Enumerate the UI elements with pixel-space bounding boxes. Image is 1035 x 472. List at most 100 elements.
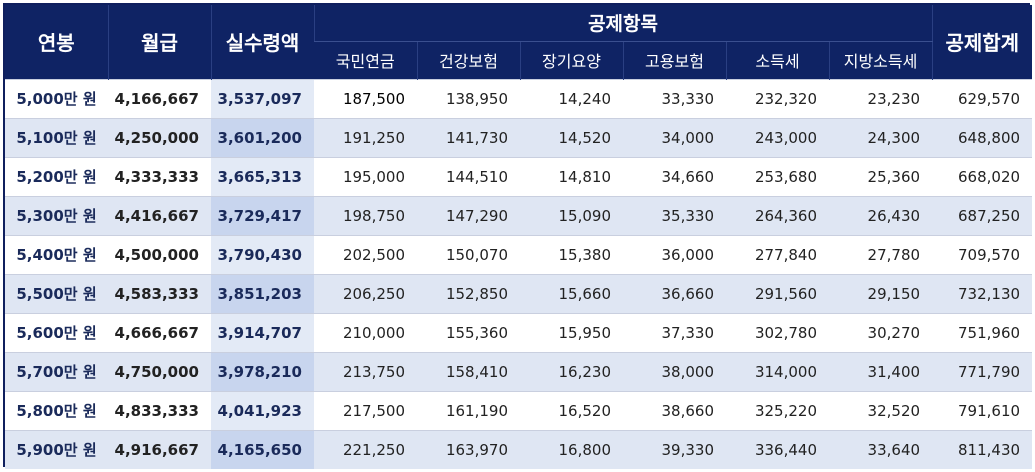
- cell-total: 791,610: [932, 390, 1033, 430]
- cell-local-tax: 24,300: [829, 117, 933, 157]
- cell-employment: 36,660: [623, 273, 726, 313]
- table-row: 5,200만 원 4,333,333 3,665,313 195,000 144,510…: [5, 156, 1033, 196]
- cell-monthly: 4,250,000: [108, 117, 211, 157]
- cell-income-tax: 264,360: [726, 195, 829, 235]
- cell-net: 3,790,430: [211, 234, 314, 274]
- table-body: 5,000만 원 4,166,667 3,537,097 187,500 138,950…: [5, 78, 1033, 469]
- cell-employment: 35,330: [623, 195, 726, 235]
- cell-total: 629,570: [932, 78, 1033, 118]
- cell-income-tax: 302,780: [726, 312, 829, 352]
- cell-employment: 34,000: [623, 117, 726, 157]
- table-header: 연봉 월급 실수령액 공제항목 공제합계 국민연금 건강보험 장기요양 고용보험…: [5, 5, 1033, 79]
- cell-health: 141,730: [417, 117, 520, 157]
- cell-net: 3,601,200: [211, 117, 314, 157]
- table-row: 5,400만 원 4,500,000 3,790,430 202,500 150,070…: [5, 234, 1033, 274]
- cell-monthly: 4,750,000: [108, 351, 211, 391]
- cell-income-tax: 277,840: [726, 234, 829, 274]
- cell-health: 161,190: [417, 390, 520, 430]
- cell-local-tax: 32,520: [829, 390, 933, 430]
- cell-employment: 37,330: [623, 312, 726, 352]
- cell-local-tax: 27,780: [829, 234, 933, 274]
- cell-health: 155,360: [417, 312, 520, 352]
- cell-employment: 39,330: [623, 429, 726, 469]
- cell-health: 152,850: [417, 273, 520, 313]
- cell-longterm-care: 14,240: [520, 78, 623, 118]
- header-pension: 국민연금: [314, 41, 417, 79]
- cell-salary: 5,800만 원: [5, 390, 108, 430]
- cell-local-tax: 23,230: [829, 78, 933, 118]
- cell-longterm-care: 14,810: [520, 156, 623, 196]
- cell-pension: 198,750: [314, 195, 417, 235]
- cell-employment: 34,660: [623, 156, 726, 196]
- cell-monthly: 4,500,000: [108, 234, 211, 274]
- cell-income-tax: 291,560: [726, 273, 829, 313]
- cell-income-tax: 336,440: [726, 429, 829, 469]
- cell-monthly: 4,583,333: [108, 273, 211, 313]
- cell-longterm-care: 15,090: [520, 195, 623, 235]
- cell-longterm-care: 15,950: [520, 312, 623, 352]
- cell-net: 3,914,707: [211, 312, 314, 352]
- table-row: 5,000만 원 4,166,667 3,537,097 187,500 138,950…: [5, 78, 1033, 118]
- header-health: 건강보험: [416, 41, 520, 79]
- cell-monthly: 4,166,667: [108, 78, 211, 118]
- table-row: 5,300만 원 4,416,667 3,729,417 198,750 147,290…: [5, 195, 1033, 235]
- cell-local-tax: 33,640: [829, 429, 933, 469]
- cell-net: 4,165,650: [211, 429, 314, 469]
- cell-salary: 5,100만 원: [5, 117, 108, 157]
- cell-salary: 5,300만 원: [5, 195, 108, 235]
- cell-local-tax: 26,430: [829, 195, 933, 235]
- cell-health: 144,510: [417, 156, 520, 196]
- cell-pension: 210,000: [314, 312, 417, 352]
- cell-monthly: 4,916,667: [108, 429, 211, 469]
- cell-total: 811,430: [932, 429, 1033, 469]
- cell-pension: 187,500: [314, 78, 417, 118]
- cell-net: 3,729,417: [211, 195, 314, 235]
- cell-income-tax: 253,680: [726, 156, 829, 196]
- cell-longterm-care: 15,380: [520, 234, 623, 274]
- cell-longterm-care: 16,520: [520, 390, 623, 430]
- cell-local-tax: 25,360: [829, 156, 933, 196]
- cell-health: 150,070: [417, 234, 520, 274]
- salary-deduction-table: 연봉 월급 실수령액 공제항목 공제합계 국민연금 건강보험 장기요양 고용보험…: [5, 5, 1033, 469]
- cell-total: 687,250: [932, 195, 1033, 235]
- cell-health: 163,970: [417, 429, 520, 469]
- cell-longterm-care: 15,660: [520, 273, 623, 313]
- cell-local-tax: 29,150: [829, 273, 933, 313]
- header-monthly: 월급: [107, 5, 211, 79]
- cell-longterm-care: 14,520: [520, 117, 623, 157]
- cell-net: 3,851,203: [211, 273, 314, 313]
- cell-salary: 5,200만 원: [5, 156, 108, 196]
- table-row: 5,500만 원 4,583,333 3,851,203 206,250 152,850…: [5, 273, 1033, 313]
- cell-total: 751,960: [932, 312, 1033, 352]
- cell-income-tax: 325,220: [726, 390, 829, 430]
- cell-longterm-care: 16,230: [520, 351, 623, 391]
- cell-pension: 217,500: [314, 390, 417, 430]
- cell-employment: 38,660: [623, 390, 726, 430]
- cell-total: 648,800: [932, 117, 1033, 157]
- header-longterm-care: 장기요양: [519, 41, 623, 79]
- cell-employment: 36,000: [623, 234, 726, 274]
- table-row: 5,800만 원 4,833,333 4,041,923 217,500 161,190…: [5, 390, 1033, 430]
- table-row: 5,100만 원 4,250,000 3,601,200 191,250 141,730…: [5, 117, 1033, 157]
- cell-salary: 5,700만 원: [5, 351, 108, 391]
- cell-net: 3,665,313: [211, 156, 314, 196]
- cell-monthly: 4,333,333: [108, 156, 211, 196]
- cell-total: 732,130: [932, 273, 1033, 313]
- cell-local-tax: 30,270: [829, 312, 933, 352]
- header-income-tax: 소득세: [725, 41, 829, 79]
- cell-local-tax: 31,400: [829, 351, 933, 391]
- cell-pension: 195,000: [314, 156, 417, 196]
- cell-salary: 5,900만 원: [5, 429, 108, 469]
- cell-employment: 33,330: [623, 78, 726, 118]
- cell-salary: 5,400만 원: [5, 234, 108, 274]
- header-total: 공제합계: [931, 5, 1033, 79]
- cell-monthly: 4,666,667: [108, 312, 211, 352]
- header-employment: 고용보험: [622, 41, 726, 79]
- cell-income-tax: 243,000: [726, 117, 829, 157]
- cell-income-tax: 232,320: [726, 78, 829, 118]
- cell-total: 668,020: [932, 156, 1033, 196]
- cell-total: 771,790: [932, 351, 1033, 391]
- cell-net: 4,041,923: [211, 390, 314, 430]
- cell-employment: 38,000: [623, 351, 726, 391]
- cell-net: 3,537,097: [211, 78, 314, 118]
